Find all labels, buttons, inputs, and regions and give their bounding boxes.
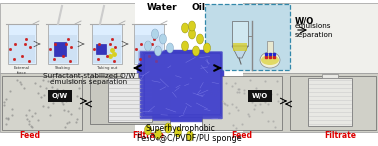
Ellipse shape <box>189 29 195 39</box>
Ellipse shape <box>181 23 189 33</box>
Bar <box>233 43 247 51</box>
Bar <box>135 35 163 63</box>
Ellipse shape <box>192 46 200 56</box>
Bar <box>49 35 77 63</box>
Ellipse shape <box>144 125 152 135</box>
FancyBboxPatch shape <box>141 52 222 118</box>
Ellipse shape <box>155 46 161 56</box>
Polygon shape <box>167 43 172 46</box>
Text: Taking out: Taking out <box>97 66 117 70</box>
Text: Oil: Oil <box>191 3 205 12</box>
Bar <box>267 41 273 53</box>
Bar <box>2 76 82 130</box>
Polygon shape <box>155 46 161 49</box>
Polygon shape <box>189 29 195 32</box>
Ellipse shape <box>186 131 194 141</box>
Polygon shape <box>161 34 166 37</box>
Ellipse shape <box>160 34 166 44</box>
FancyBboxPatch shape <box>143 53 221 116</box>
Ellipse shape <box>144 41 152 51</box>
Ellipse shape <box>189 21 195 31</box>
Text: Fe₃O₄@C/PVDF/PU sponge: Fe₃O₄@C/PVDF/PU sponge <box>137 134 241 143</box>
Text: W/O: W/O <box>295 16 314 25</box>
Text: emulsions: emulsions <box>295 23 332 29</box>
Text: Shaking: Shaking <box>55 66 71 70</box>
Bar <box>54 42 66 56</box>
Ellipse shape <box>152 29 158 39</box>
Ellipse shape <box>260 52 280 68</box>
Bar <box>93 35 121 63</box>
Bar <box>48 24 78 64</box>
Ellipse shape <box>175 127 181 137</box>
Bar <box>308 78 352 126</box>
Text: External
force: External force <box>14 66 30 75</box>
Polygon shape <box>204 43 209 46</box>
FancyBboxPatch shape <box>140 52 223 119</box>
Text: W/O: W/O <box>252 93 268 99</box>
Bar <box>0 3 178 73</box>
Text: Feed: Feed <box>231 131 253 140</box>
Bar <box>108 78 152 122</box>
Text: Feed: Feed <box>20 131 40 140</box>
Ellipse shape <box>164 123 172 133</box>
Bar <box>135 3 243 132</box>
Bar <box>290 76 376 130</box>
Bar <box>200 3 378 73</box>
Bar <box>0 73 178 132</box>
Text: Filtrate: Filtrate <box>132 131 164 140</box>
Ellipse shape <box>181 41 189 51</box>
Polygon shape <box>146 41 150 44</box>
Bar <box>322 74 338 78</box>
Bar <box>122 73 138 78</box>
Text: O/W: O/W <box>52 93 68 99</box>
Bar <box>134 24 164 64</box>
Ellipse shape <box>203 43 211 53</box>
Text: separation: separation <box>295 32 333 38</box>
Text: Surfactant-stabilized O/W: Surfactant-stabilized O/W <box>43 73 135 79</box>
FancyBboxPatch shape <box>144 54 220 114</box>
Bar <box>9 35 35 63</box>
Polygon shape <box>197 34 203 37</box>
Bar <box>232 21 248 46</box>
Polygon shape <box>194 46 198 49</box>
Bar <box>8 24 36 64</box>
Ellipse shape <box>166 43 174 53</box>
Text: Water: Water <box>147 3 177 12</box>
Bar <box>205 4 290 70</box>
Bar <box>92 24 122 64</box>
Polygon shape <box>183 41 187 44</box>
Bar <box>96 44 106 54</box>
Text: emulsions separation: emulsions separation <box>50 79 127 85</box>
Polygon shape <box>183 23 187 26</box>
Ellipse shape <box>197 34 203 44</box>
Bar <box>200 73 378 132</box>
Bar <box>48 90 72 102</box>
Polygon shape <box>152 29 158 32</box>
Bar <box>202 76 282 130</box>
Bar <box>248 90 272 102</box>
Bar <box>90 76 170 124</box>
FancyBboxPatch shape <box>138 51 223 120</box>
Text: Superhydrophobic: Superhydrophobic <box>145 124 215 133</box>
Polygon shape <box>232 46 248 58</box>
FancyBboxPatch shape <box>137 50 224 122</box>
Polygon shape <box>189 21 195 24</box>
Ellipse shape <box>155 129 161 139</box>
Ellipse shape <box>261 55 279 65</box>
Text: Filtrate: Filtrate <box>324 131 356 140</box>
